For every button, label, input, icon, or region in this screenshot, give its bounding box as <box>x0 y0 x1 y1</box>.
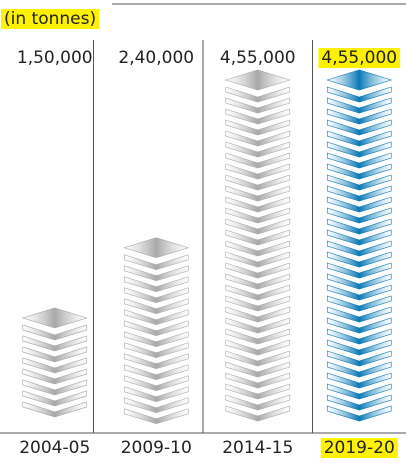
value-label: 4,55,000 <box>321 48 397 68</box>
category-label: 2019-20 <box>324 438 395 458</box>
highlight-box <box>318 48 401 68</box>
highlight-box <box>320 438 398 458</box>
value-label: 1,50,000 <box>17 48 93 68</box>
value-label: 2,40,000 <box>118 48 194 68</box>
chevron-stack <box>21 307 88 418</box>
highlight-box <box>1 9 100 29</box>
subtitle: (in tonnes) <box>4 9 96 29</box>
highlights <box>1 9 401 458</box>
category-label: 2004-05 <box>19 438 90 458</box>
chevron-stack <box>224 69 291 422</box>
category-label: 2014-15 <box>222 438 293 458</box>
value-label: 4,55,000 <box>220 48 296 68</box>
chevron-stack <box>326 69 393 422</box>
category-label: 2009-10 <box>121 438 192 458</box>
chevron-stack <box>123 237 190 425</box>
